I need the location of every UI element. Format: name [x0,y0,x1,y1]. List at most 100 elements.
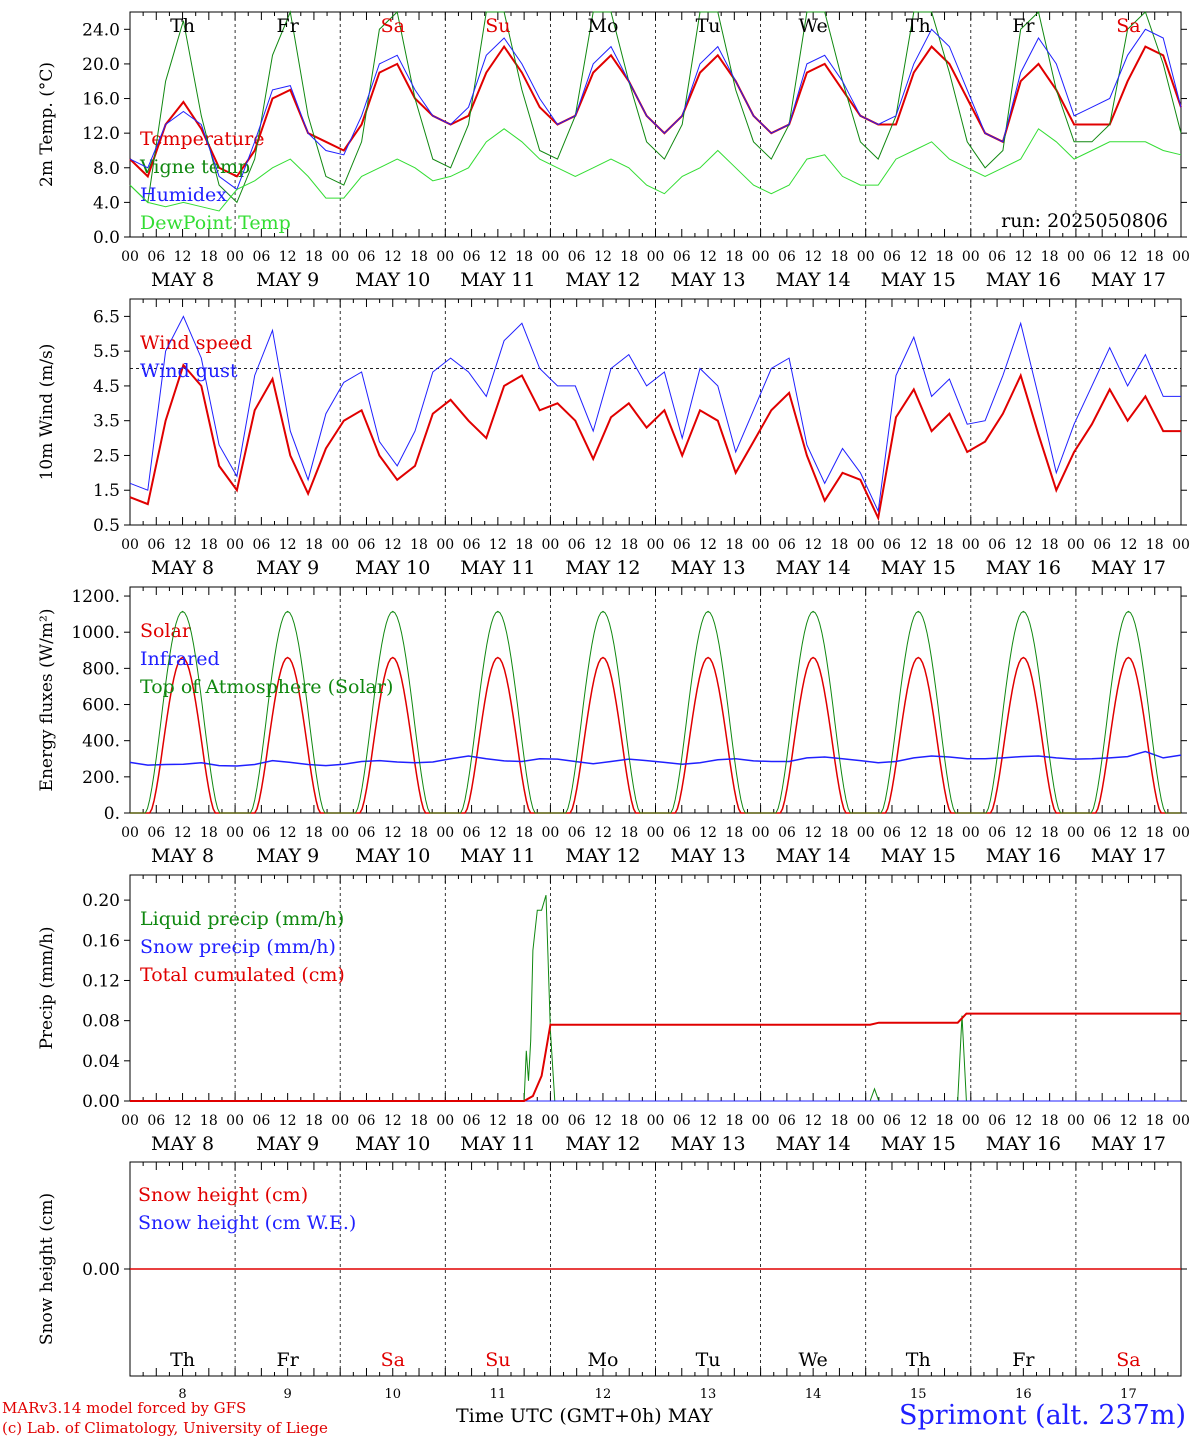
day-label: MAY 11 [460,845,535,867]
x-axis-title-text: Time UTC (GMT+0h) [456,1405,662,1427]
hour-tick-label: 00 [752,537,770,553]
x-axis-month: MAY [667,1405,713,1427]
hour-tick-label: 00 [1067,825,1085,841]
hour-tick-label: 12 [804,537,822,553]
hour-tick-label: 00 [226,537,244,553]
hour-tick-label: 06 [147,537,165,553]
hour-tick-label: 00 [1067,537,1085,553]
y-tick-label: 1000. [71,623,120,643]
hour-tick-label: 06 [778,249,796,265]
hour-tick-label: 06 [883,537,901,553]
day-label: MAY 17 [1091,1133,1166,1155]
weekday-label: Sa [381,1349,405,1371]
hour-tick-label: 18 [725,825,743,841]
legend-entry: Wind speed [140,332,252,354]
day-label: MAY 13 [670,269,745,291]
day-label: MAY 8 [151,269,214,291]
y-tick-label: 200. [82,768,120,788]
hour-tick-label: 18 [515,825,533,841]
hour-tick-label: 00 [857,249,875,265]
y-tick-label: 16.0 [82,90,120,110]
hour-tick-label: 06 [568,825,586,841]
hour-tick-label: 18 [305,537,323,553]
hour-tick-label: 06 [1093,825,1111,841]
legend-entry: Wind gust [140,360,238,382]
hour-tick-label: 06 [988,825,1006,841]
weekday-label: Th [170,1349,195,1371]
day-number-label: 17 [1120,1387,1137,1402]
series-line-4 [129,128,1182,212]
hour-tick-label: 00 [541,537,559,553]
hour-tick-label: 00 [331,249,349,265]
hour-tick-label: 00 [541,825,559,841]
weekday-label: Sa [1116,1349,1140,1371]
hour-tick-label: 00 [647,537,665,553]
series-line-1 [130,894,1181,1102]
day-label: MAY 8 [151,557,214,579]
y-axis-label: Snow height (cm) [37,1193,57,1345]
day-label: MAY 10 [355,269,430,291]
hour-tick-label: 00 [857,537,875,553]
hour-tick-label: 12 [1120,249,1138,265]
hour-tick-label: 06 [252,825,270,841]
hour-tick-label: 12 [279,1113,297,1129]
station-name: Sprimont (alt. 237m) [899,1400,1186,1431]
y-tick-label: 4.5 [93,377,120,397]
day-label: MAY 16 [986,1133,1061,1155]
weekday-label: Fr [277,1349,300,1371]
day-label: MAY 14 [776,1133,851,1155]
hour-tick-label: 06 [463,1113,481,1129]
hour-tick-label: 06 [252,537,270,553]
y-tick-label: 0.04 [82,1052,120,1072]
hour-tick-label: 18 [515,1113,533,1129]
hour-tick-label: 18 [620,1113,638,1129]
hour-tick-label: 12 [1120,825,1138,841]
y-axis-label: Energy fluxes (W/m²) [37,609,57,792]
hour-tick-label: 00 [436,249,454,265]
hour-tick-label: 00 [752,249,770,265]
y-tick-label: 0.12 [82,971,120,991]
hour-tick-label: 06 [988,249,1006,265]
y-tick-label: 20.0 [82,55,120,75]
model-credit: MARv3.14 model forced by GFS [2,1399,247,1417]
hour-tick-label: 06 [778,1113,796,1129]
weekday-label: Fr [1012,15,1035,37]
hour-tick-label: 12 [1014,825,1032,841]
weekday-label: Tu [696,1349,721,1371]
y-tick-label: 600. [82,696,120,716]
hour-tick-label: 12 [384,825,402,841]
day-label: MAY 13 [670,557,745,579]
hour-tick-label: 18 [410,825,428,841]
hour-tick-label: 06 [673,825,691,841]
y-tick-label: 12.0 [82,124,120,144]
hour-tick-label: 12 [174,537,192,553]
hour-tick-label: 18 [936,825,954,841]
day-number-label: 11 [490,1387,507,1402]
hour-tick-label: 00 [752,1113,770,1129]
legend-entry: Humidex [140,184,227,206]
y-tick-label: 400. [82,732,120,752]
hour-tick-label: 18 [200,249,218,265]
hour-tick-label: 00 [1172,825,1190,841]
hour-tick-label: 12 [489,1113,507,1129]
day-number-label: 12 [595,1387,612,1402]
day-label: MAY 12 [565,557,640,579]
hour-tick-label: 12 [594,825,612,841]
hour-tick-label: 00 [121,1113,139,1129]
hour-tick-label: 06 [358,1113,376,1129]
day-label: MAY 10 [355,1133,430,1155]
hour-tick-label: 12 [699,1113,717,1129]
hour-tick-label: 06 [463,537,481,553]
hour-tick-label: 12 [1120,1113,1138,1129]
hour-tick-label: 00 [962,1113,980,1129]
y-tick-label: 0. [104,804,120,824]
day-number-label: 15 [910,1387,927,1402]
hour-tick-label: 00 [541,1113,559,1129]
hour-tick-label: 06 [568,537,586,553]
legend-entry: Snow height (cm W.E.) [138,1212,356,1234]
y-tick-label: 24.0 [82,20,120,40]
weekday-label: Mo [587,1349,618,1371]
day-label: MAY 11 [460,269,535,291]
hour-tick-label: 00 [752,825,770,841]
y-tick-label: 4.0 [93,193,120,213]
